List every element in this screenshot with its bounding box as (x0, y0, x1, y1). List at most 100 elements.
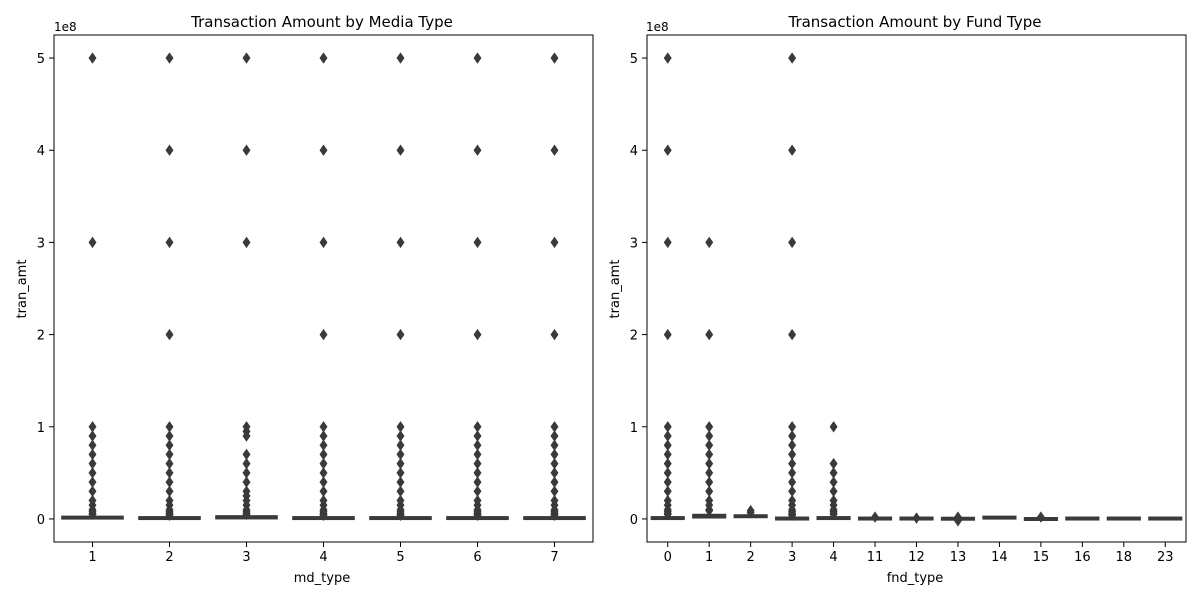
outlier-point (871, 511, 880, 523)
box-1 (61, 52, 124, 521)
box-4 (816, 421, 851, 521)
x-tick-label: 5 (396, 550, 404, 565)
outlier-point (242, 448, 251, 461)
chart-media-type: Transaction Amount by Media Type 1e8 md_… (15, 13, 594, 586)
y-axis-label: tran_amt (608, 260, 623, 319)
outlier-point (550, 328, 559, 341)
y-scale-offset-label: 1e8 (54, 20, 77, 34)
outlier-point (165, 509, 174, 521)
outlier-point (319, 457, 328, 470)
outlier-point (788, 421, 797, 433)
outlier-point (473, 509, 482, 521)
outlier-point (663, 328, 672, 341)
outlier-point (88, 236, 97, 249)
outlier-point (319, 467, 328, 479)
outlier-point (550, 236, 559, 249)
outlier-point (705, 476, 714, 488)
x-axis-label: fnd_type (887, 571, 944, 586)
outlier-point (319, 328, 328, 341)
outlier-point (550, 52, 559, 64)
y-tick-label: 4 (37, 144, 45, 159)
plot-frame (53, 34, 594, 543)
outlier-point (1036, 511, 1045, 523)
outlier-point (788, 236, 797, 249)
outlier-point (953, 511, 962, 523)
outlier-point (396, 448, 405, 461)
x-tick-label: 15 (1033, 550, 1050, 565)
x-tick-label: 12 (908, 550, 925, 565)
outlier-point (319, 52, 328, 64)
outlier-point (788, 144, 797, 156)
outlier-point (165, 467, 174, 479)
x-tick-label: 23 (1157, 550, 1174, 565)
x-tick-label: 4 (829, 550, 837, 565)
chart-fund-type: Transaction Amount by Fund Type 1e8 fnd_… (608, 13, 1187, 586)
outlier-point (829, 485, 838, 497)
y-tick-label: 0 (630, 513, 638, 528)
outlier-point (550, 457, 559, 470)
outlier-point (829, 457, 838, 470)
x-tick-label: 7 (550, 550, 558, 565)
x-axis-label: md_type (294, 571, 350, 586)
outlier-point (396, 328, 405, 341)
x-tick-label: 13 (950, 550, 967, 565)
y-tick-label: 0 (37, 513, 45, 528)
x-tick-label: 18 (1116, 550, 1133, 565)
outlier-point (396, 485, 405, 497)
x-tick-label: 4 (319, 550, 327, 565)
outlier-point (705, 328, 714, 341)
outlier-point (396, 439, 405, 451)
outlier-point (396, 457, 405, 470)
outlier-point (165, 457, 174, 470)
y-tick-label: 5 (630, 52, 638, 67)
outlier-point (663, 457, 672, 470)
box-13 (940, 511, 976, 527)
outlier-point (242, 508, 251, 521)
outlier-point (396, 467, 405, 479)
outlier-point (165, 421, 174, 433)
x-tick-label: 16 (1074, 550, 1091, 565)
outlier-point (473, 236, 482, 249)
outlier-point (88, 485, 97, 497)
outlier-point (550, 430, 559, 442)
outlier-point (473, 467, 482, 479)
outlier-point (746, 506, 755, 519)
box-7 (523, 52, 586, 521)
outlier-point (165, 476, 174, 488)
outlier-point (396, 476, 405, 488)
outlier-point (165, 328, 174, 341)
outlier-point (663, 430, 672, 442)
outlier-point (473, 421, 482, 433)
x-tick-label: 11 (867, 550, 884, 565)
chart-title: Transaction Amount by Fund Type (787, 13, 1041, 31)
outlier-point (88, 439, 97, 451)
outlier-point (242, 467, 251, 479)
outlier-point (319, 421, 328, 433)
box-3 (775, 52, 810, 521)
outlier-point (88, 52, 97, 64)
outlier-point (473, 448, 482, 461)
box-2 (733, 504, 768, 519)
x-tick-label: 3 (788, 550, 796, 565)
outlier-point (242, 476, 251, 488)
outlier-point (88, 508, 97, 521)
outlier-point (550, 476, 559, 488)
outlier-point (705, 439, 714, 451)
outlier-point (705, 504, 714, 517)
outlier-point (88, 476, 97, 488)
outlier-point (473, 485, 482, 497)
box-11 (857, 511, 893, 523)
outlier-point (705, 421, 714, 433)
outlier-point (473, 144, 482, 156)
y-tick-label: 4 (630, 144, 638, 159)
outlier-point (550, 485, 559, 497)
outlier-point (788, 476, 797, 488)
outlier-point (705, 467, 714, 479)
box-1 (692, 236, 727, 519)
outlier-point (473, 328, 482, 341)
y-tick-label: 3 (37, 236, 45, 251)
outlier-point (165, 448, 174, 461)
outlier-point (165, 485, 174, 497)
outlier-point (165, 439, 174, 451)
outlier-point (319, 236, 328, 249)
